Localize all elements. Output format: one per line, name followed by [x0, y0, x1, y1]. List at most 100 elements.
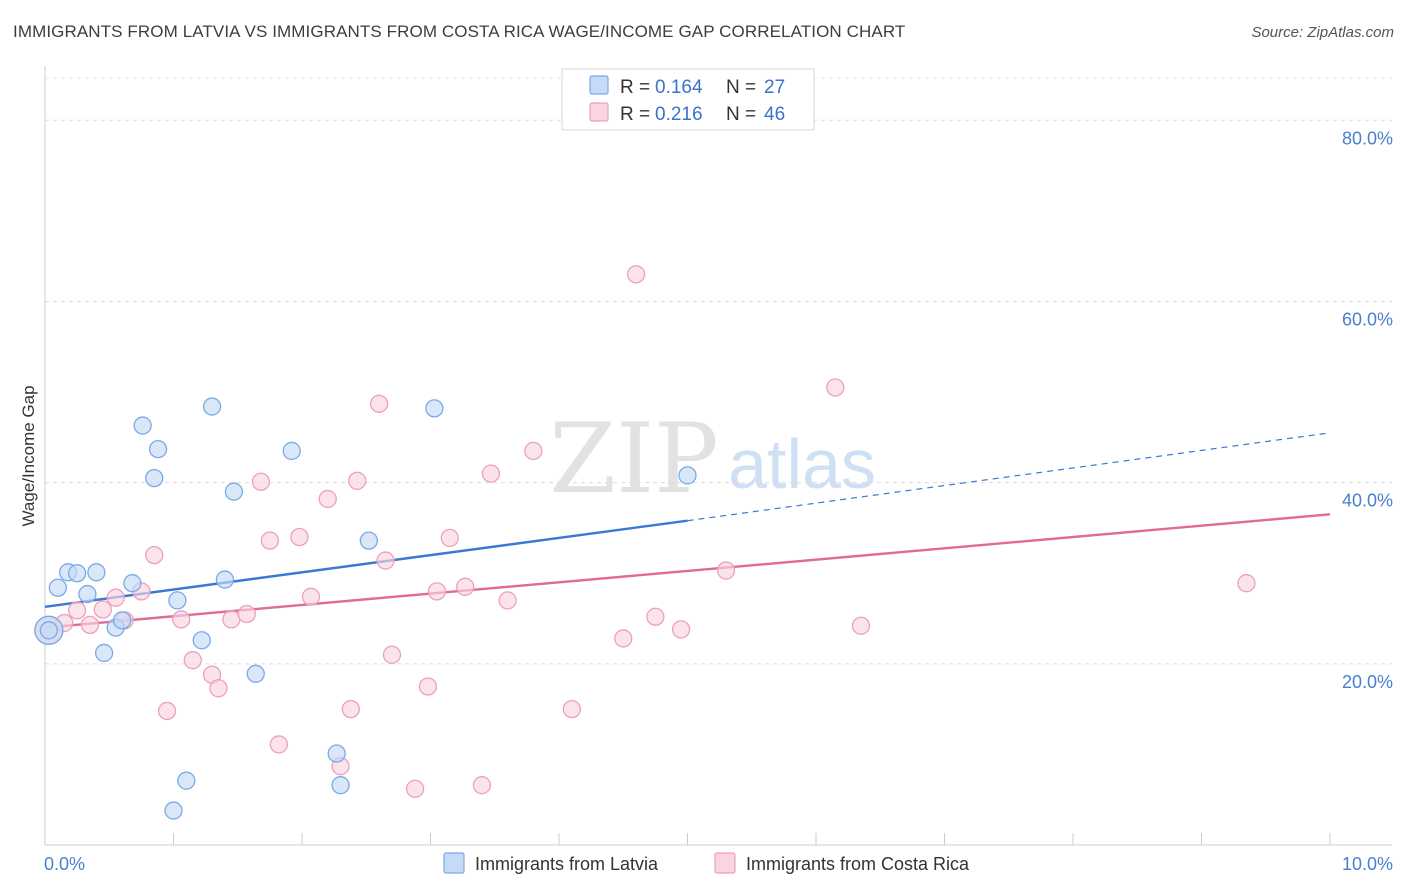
legend-n-label-latvia: N =: [726, 77, 756, 98]
point-costa-rica: [318, 489, 337, 509]
legend-swatch-costa-rica: [589, 102, 609, 122]
point-costa-rica: [614, 629, 633, 648]
point-latvia: [112, 611, 132, 630]
point-costa-rica: [498, 591, 517, 610]
point-costa-rica: [348, 471, 367, 490]
point-latvia: [327, 744, 346, 763]
point-latvia: [202, 397, 222, 416]
point-costa-rica: [524, 441, 543, 461]
point-costa-rica: [209, 679, 228, 698]
legend-r-label-latvia: R =: [620, 77, 650, 98]
point-costa-rica: [369, 394, 389, 413]
y-tick-label: 60.0%: [1342, 309, 1393, 329]
axes: [44, 66, 1392, 846]
series-legend-swatch-costa-rica: [714, 852, 736, 874]
watermark-atlas: atlas: [728, 425, 876, 503]
point-costa-rica: [472, 776, 492, 795]
point-latvia: [678, 466, 697, 485]
point-costa-rica: [481, 464, 501, 483]
point-costa-rica: [237, 604, 256, 624]
point-latvia: [67, 564, 87, 583]
point-latvia: [331, 776, 350, 795]
point-latvia: [148, 439, 168, 459]
point-costa-rica: [427, 582, 447, 601]
legend-r-label-costa-rica: R =: [620, 104, 650, 125]
point-costa-rica: [626, 265, 646, 284]
point-costa-rica: [851, 616, 871, 635]
legend-n-value-latvia: 27: [764, 77, 785, 98]
point-costa-rica: [376, 551, 395, 570]
point-costa-rica: [562, 699, 581, 719]
legend-swatch-latvia: [589, 75, 609, 95]
tick-labels: 20.0% 40.0% 60.0% 80.0% 0.0% 10.0%: [44, 128, 1393, 874]
point-costa-rica: [341, 699, 360, 719]
point-costa-rica: [382, 645, 402, 664]
y-tick-label: 80.0%: [1342, 128, 1393, 148]
point-latvia: [282, 441, 301, 461]
trend-line-latvia: [44, 519, 688, 608]
point-costa-rica: [456, 577, 475, 596]
point-costa-rica: [157, 701, 177, 721]
legend-r-value-costa-rica: 0.216: [655, 104, 703, 125]
point-costa-rica: [106, 588, 125, 607]
point-costa-rica: [67, 601, 87, 620]
point-costa-rica: [260, 531, 280, 550]
point-latvia: [94, 643, 114, 663]
point-latvia: [123, 574, 142, 593]
point-costa-rica: [93, 600, 112, 619]
correlation-legend: R = 0.164 N = 27 R = 0.216 N = 46: [561, 68, 815, 131]
point-latvia: [177, 771, 196, 790]
point-costa-rica: [222, 610, 241, 629]
point-costa-rica: [269, 735, 289, 754]
legend-r-value-latvia: 0.164: [655, 77, 703, 98]
point-latvia: [87, 563, 106, 582]
point-latvia: [78, 584, 97, 604]
watermark-zip: ZIP: [549, 403, 718, 515]
legend-n-value-costa-rica: 46: [764, 104, 785, 125]
point-latvia: [164, 801, 183, 820]
x-tick-label: 10.0%: [1342, 854, 1393, 874]
point-costa-rica: [183, 651, 202, 670]
gridlines: [45, 77, 1392, 665]
point-costa-rica: [671, 620, 691, 639]
x-tick-label: 0.0%: [44, 854, 85, 874]
point-costa-rica: [301, 587, 321, 606]
point-costa-rica: [826, 378, 845, 397]
y-axis-title: Wage/Income Gap: [19, 385, 38, 526]
point-costa-rica: [290, 527, 309, 547]
point-costa-rica: [440, 528, 459, 548]
point-costa-rica: [80, 615, 100, 635]
trend-lines: [44, 432, 1331, 629]
point-latvia: [224, 482, 244, 501]
y-tick-label: 40.0%: [1342, 491, 1393, 511]
point-latvia: [39, 621, 59, 640]
point-latvia: [133, 416, 152, 435]
point-latvia: [48, 578, 67, 597]
series-legend-label-latvia: Immigrants from Latvia: [475, 854, 659, 874]
point-latvia: [425, 399, 444, 418]
point-costa-rica: [172, 610, 191, 629]
series-legend-label-costa-rica: Immigrants from Costa Rica: [746, 854, 970, 874]
point-latvia: [145, 468, 164, 488]
point-costa-rica: [418, 677, 438, 696]
trend-line-extension-latvia: [687, 432, 1331, 522]
y-tick-label: 20.0%: [1342, 672, 1393, 692]
trend-line-costa-rica: [44, 513, 1331, 629]
series-legend: Immigrants from Latvia Immigrants from C…: [443, 852, 970, 874]
source-credit: Source: ZipAtlas.com: [1251, 24, 1394, 41]
legend-n-label-costa-rica: N =: [726, 104, 756, 125]
point-costa-rica: [251, 472, 271, 491]
point-costa-rica: [1237, 574, 1256, 593]
point-costa-rica: [405, 779, 425, 798]
point-latvia: [246, 664, 265, 683]
data-points: [34, 265, 1256, 820]
point-latvia: [192, 631, 211, 650]
point-latvia: [168, 591, 187, 610]
point-costa-rica: [145, 545, 164, 565]
point-costa-rica: [646, 607, 665, 626]
chart-title: IMMIGRANTS FROM LATVIA VS IMMIGRANTS FRO…: [13, 22, 906, 41]
series-legend-swatch-latvia: [443, 852, 465, 874]
point-latvia: [215, 570, 235, 589]
point-latvia: [359, 531, 378, 550]
